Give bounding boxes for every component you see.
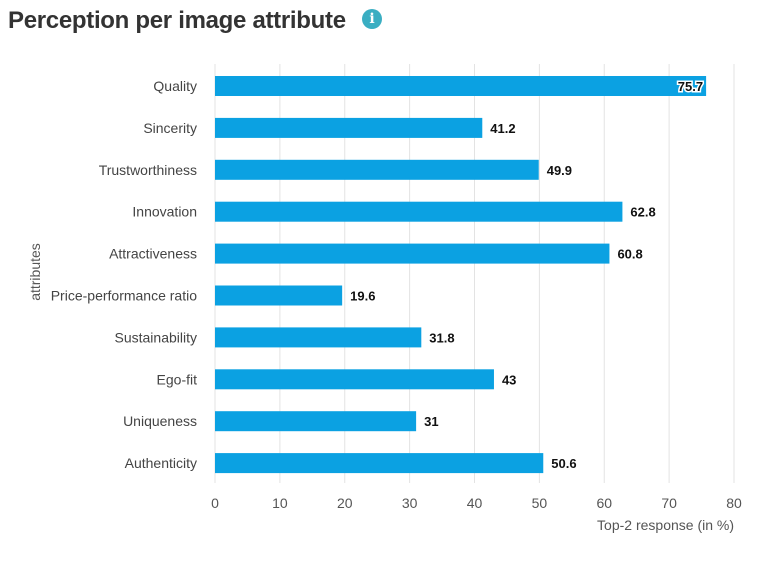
value-labels: 75.7 41.2 49.9 62.8 60.8 19.6 31.8 43 31 50.6 <box>350 78 704 472</box>
data-label: 50.6 <box>551 456 576 471</box>
bar[interactable] <box>215 201 623 222</box>
data-label: 41.2 <box>490 121 515 136</box>
data-label: 43 <box>502 372 516 387</box>
x-tick-label: 0 <box>211 495 219 511</box>
bar[interactable] <box>215 285 343 306</box>
category-label: Quality <box>153 78 197 94</box>
x-tick-labels: 0 10 20 30 40 50 60 70 80 <box>211 495 742 511</box>
x-tick-label: 50 <box>532 495 548 511</box>
data-label: 31 <box>424 414 438 429</box>
bar[interactable] <box>215 243 610 264</box>
category-labels: Quality Sincerity Trustworthiness Innovatio… <box>51 78 197 471</box>
category-label: Ego-fit <box>157 371 198 387</box>
bar[interactable] <box>215 327 422 348</box>
category-label: Sincerity <box>143 120 197 136</box>
info-icon[interactable]: i <box>362 9 382 29</box>
data-label: 60.8 <box>617 247 642 262</box>
data-label: 62.8 <box>630 205 655 220</box>
category-label: Uniqueness <box>123 413 197 429</box>
x-tick-label: 20 <box>337 495 353 511</box>
bars <box>215 76 707 474</box>
category-label: Attractiveness <box>109 246 197 262</box>
x-tick-label: 30 <box>402 495 418 511</box>
category-label: Sustainability <box>115 329 198 345</box>
bar[interactable] <box>215 369 494 390</box>
bar[interactable] <box>215 411 417 432</box>
category-label: Trustworthiness <box>99 162 197 178</box>
data-label: 49.9 <box>547 163 572 178</box>
data-label: 19.6 <box>350 289 375 304</box>
x-tick-label: 40 <box>467 495 483 511</box>
x-tick-label: 10 <box>272 495 288 511</box>
bar[interactable] <box>215 453 544 474</box>
data-label: 75.7 <box>678 79 703 94</box>
chart-title: Perception per image attribute <box>8 7 346 34</box>
x-tick-label: 60 <box>596 495 612 511</box>
data-label: 31.8 <box>429 330 454 345</box>
bar[interactable] <box>215 117 483 138</box>
category-label: Authenticity <box>125 455 197 471</box>
bar[interactable] <box>215 76 707 96</box>
x-tick-label: 80 <box>726 495 742 511</box>
category-label: Innovation <box>132 204 197 220</box>
y-axis-title: attributes <box>27 243 43 301</box>
x-tick-label: 70 <box>661 495 677 511</box>
bar[interactable] <box>215 159 539 180</box>
x-axis-title: Top-2 response (in %) <box>597 517 734 533</box>
category-label: Price-performance ratio <box>51 288 197 304</box>
